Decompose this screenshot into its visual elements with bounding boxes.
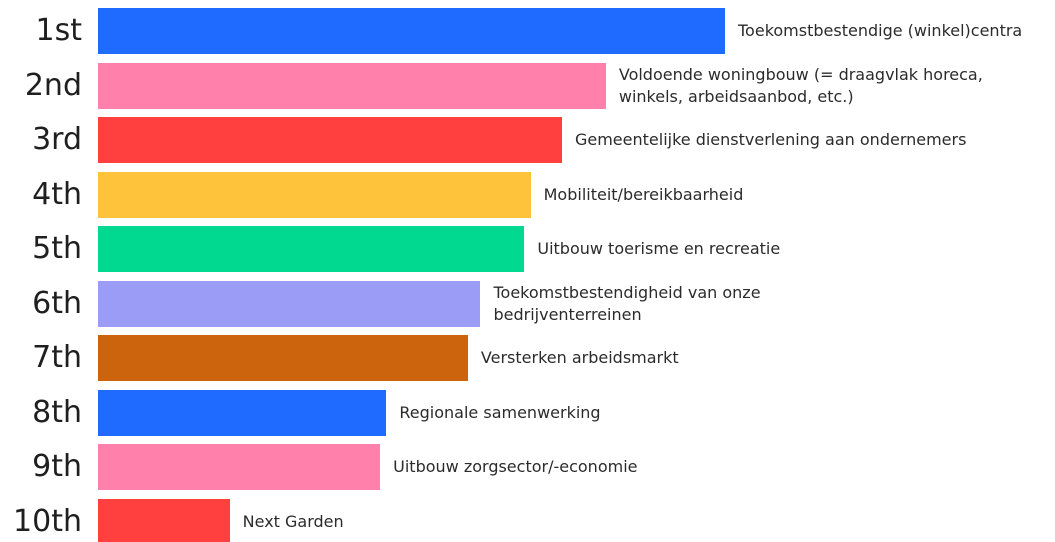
bar <box>98 389 387 436</box>
rank-label: 8th <box>32 394 82 430</box>
bar <box>98 8 725 54</box>
bar-label: Next Garden <box>242 511 344 531</box>
rank-label: 1st <box>35 13 82 48</box>
bar-label: Toekomstbestendige (winkel)centra <box>738 21 1023 40</box>
bar-label: Regionale samenwerking <box>399 402 601 422</box>
bar-label: Gemeentelijke dienstverlening aan ondern… <box>574 130 967 149</box>
bar-label: Uitbouw zorgsector/-economie <box>393 457 638 476</box>
rank-label: 4th <box>32 176 82 212</box>
bar <box>98 62 606 109</box>
bar <box>98 117 562 163</box>
bar <box>98 444 381 490</box>
rank-label: 7th <box>32 340 82 375</box>
rank-label: 6th <box>32 285 82 321</box>
bar <box>98 280 481 327</box>
rank-label: 3rd <box>32 122 82 157</box>
bar-label: Mobiliteit/bereikbaarheid <box>543 184 744 204</box>
bar-label: Uitbouw toerisme en recreatie <box>537 239 781 258</box>
bar <box>98 171 531 218</box>
bar <box>98 226 525 272</box>
bar <box>98 498 230 542</box>
rank-label: 9th <box>32 449 82 484</box>
bar-label: Toekomstbestendigheid van onze bedrijven… <box>493 282 761 324</box>
bar-label: Versterken arbeidsmarkt <box>480 348 679 367</box>
bar <box>98 335 468 381</box>
bar-label: Voldoende woningbouw (= draagvlak horeca… <box>618 64 983 106</box>
rank-label: 2nd <box>24 67 82 103</box>
rank-label: 10th <box>13 503 82 539</box>
rank-label: 5th <box>32 231 82 266</box>
